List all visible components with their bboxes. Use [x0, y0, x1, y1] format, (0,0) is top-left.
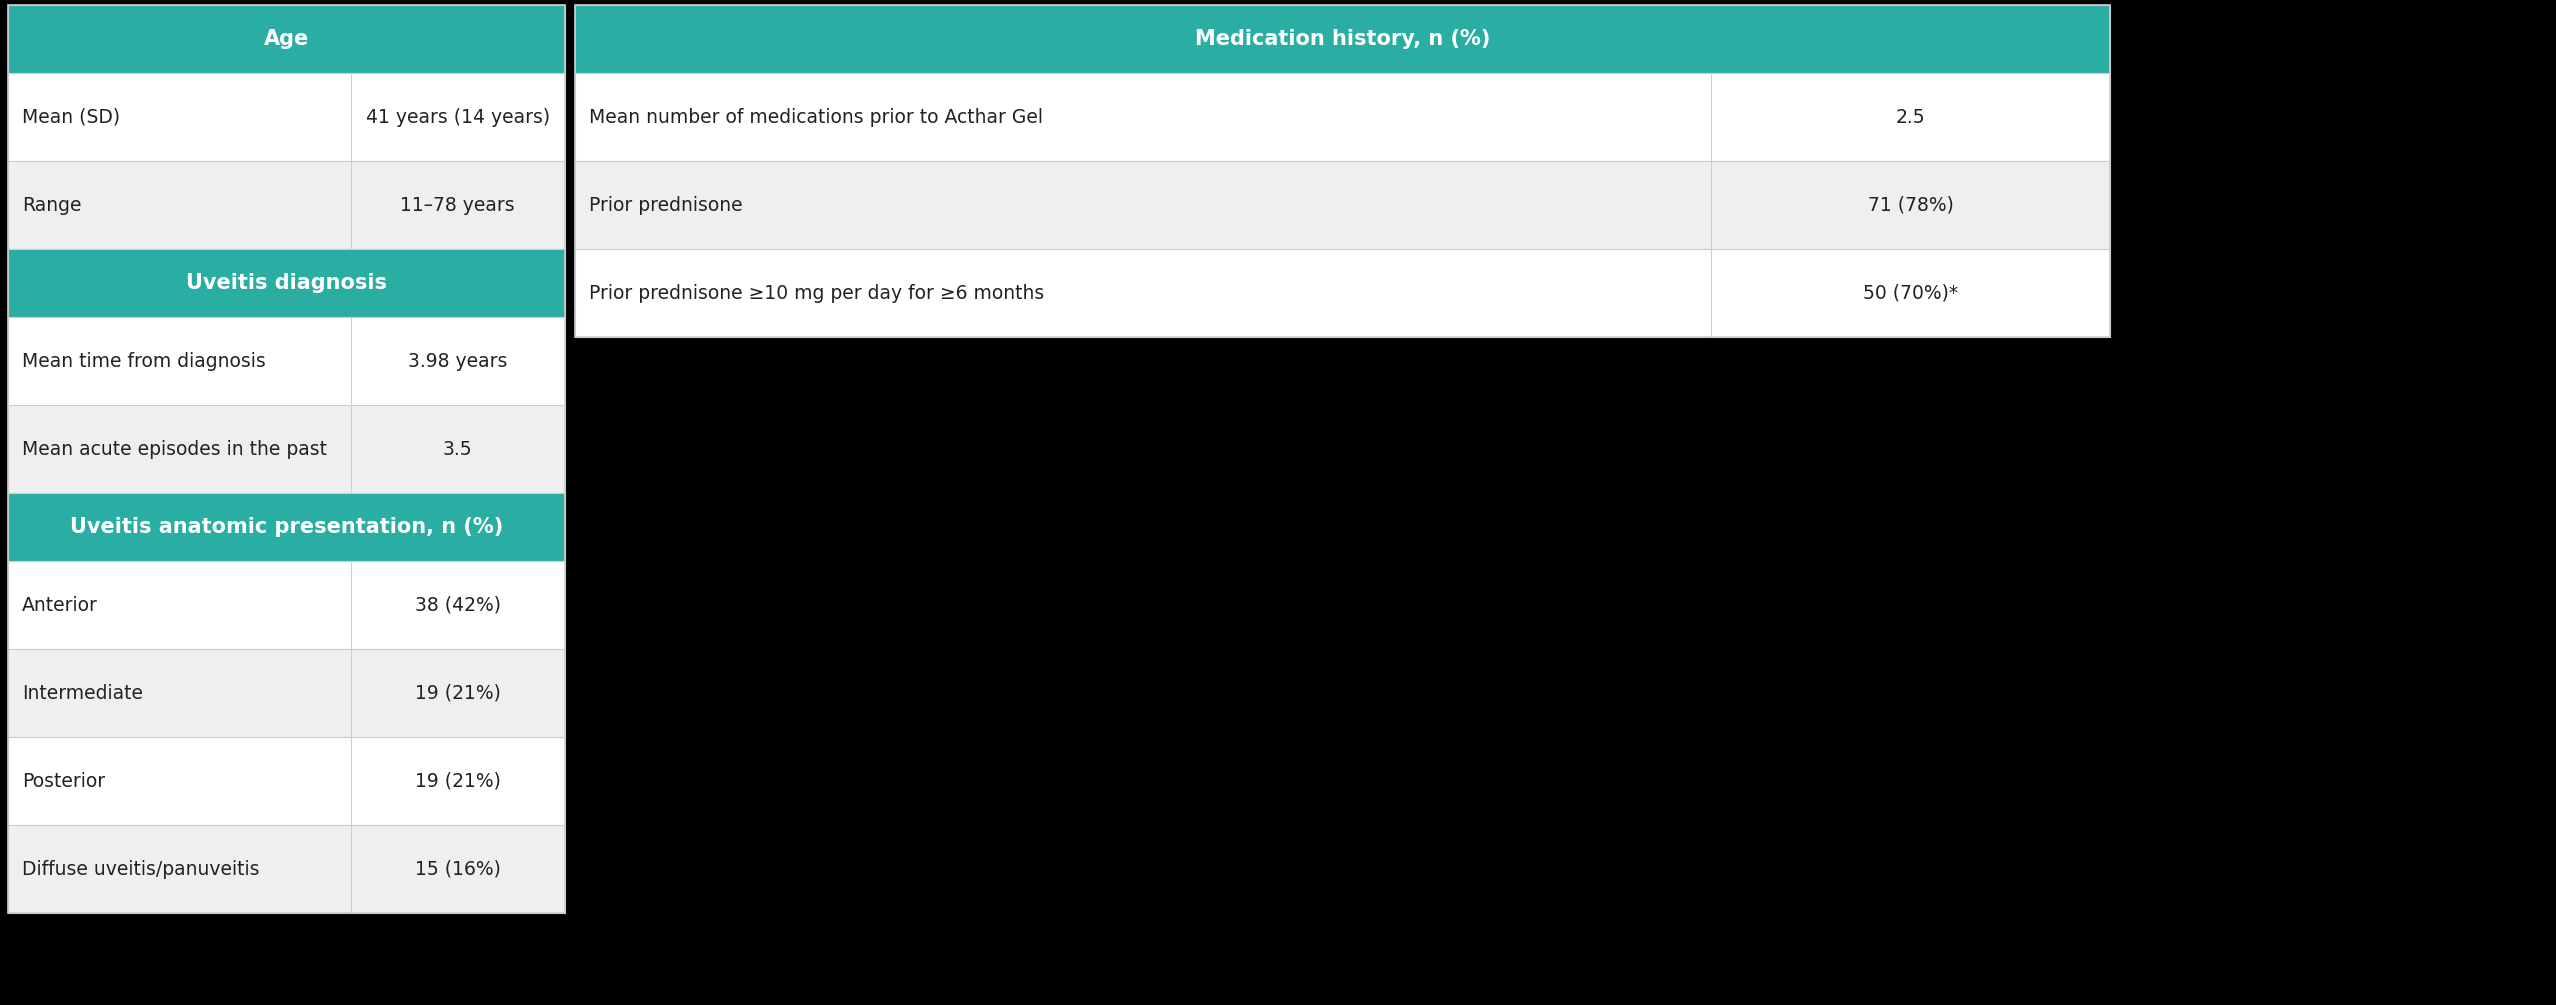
- Bar: [8, 561, 565, 649]
- Bar: [575, 73, 2111, 161]
- Text: Mean (SD): Mean (SD): [23, 108, 120, 127]
- Bar: [8, 73, 565, 161]
- Bar: [8, 825, 565, 913]
- Text: Prior prednisone: Prior prednisone: [588, 196, 744, 214]
- Bar: [575, 249, 2111, 337]
- Bar: [575, 5, 2111, 337]
- Bar: [8, 649, 565, 737]
- Text: Mean time from diagnosis: Mean time from diagnosis: [23, 352, 266, 371]
- Text: Uveitis anatomic presentation, n (%): Uveitis anatomic presentation, n (%): [69, 517, 504, 537]
- Text: 3.5: 3.5: [442, 439, 473, 458]
- Text: Uveitis diagnosis: Uveitis diagnosis: [187, 273, 386, 293]
- Text: Intermediate: Intermediate: [23, 683, 143, 702]
- Text: 41 years (14 years): 41 years (14 years): [366, 108, 550, 127]
- Bar: [8, 405, 565, 493]
- Bar: [575, 5, 2111, 337]
- Bar: [575, 5, 2111, 73]
- Text: Range: Range: [23, 196, 82, 214]
- Text: 19 (21%): 19 (21%): [414, 772, 501, 791]
- Bar: [8, 5, 565, 913]
- Text: 2.5: 2.5: [1897, 108, 1925, 127]
- Bar: [8, 5, 565, 73]
- Text: Anterior: Anterior: [23, 596, 97, 614]
- Text: 15 (16%): 15 (16%): [414, 859, 501, 878]
- Text: Diffuse uveitis/panuveitis: Diffuse uveitis/panuveitis: [23, 859, 261, 878]
- Text: Prior prednisone ≥10 mg per day for ≥6 months: Prior prednisone ≥10 mg per day for ≥6 m…: [588, 283, 1045, 303]
- Text: 11–78 years: 11–78 years: [401, 196, 516, 214]
- Text: Posterior: Posterior: [23, 772, 105, 791]
- Text: Medication history, n (%): Medication history, n (%): [1194, 29, 1490, 49]
- Text: 3.98 years: 3.98 years: [409, 352, 509, 371]
- Bar: [8, 161, 565, 249]
- Text: 19 (21%): 19 (21%): [414, 683, 501, 702]
- Bar: [8, 493, 565, 561]
- Text: Age: Age: [263, 29, 309, 49]
- Text: 71 (78%): 71 (78%): [1868, 196, 1953, 214]
- Bar: [8, 249, 565, 317]
- Text: Mean acute episodes in the past: Mean acute episodes in the past: [23, 439, 327, 458]
- Bar: [575, 161, 2111, 249]
- Text: Mean number of medications prior to Acthar Gel: Mean number of medications prior to Acth…: [588, 108, 1043, 127]
- Text: 38 (42%): 38 (42%): [414, 596, 501, 614]
- Text: 50 (70%)*: 50 (70%)*: [1863, 283, 1958, 303]
- Bar: [8, 737, 565, 825]
- Bar: [8, 317, 565, 405]
